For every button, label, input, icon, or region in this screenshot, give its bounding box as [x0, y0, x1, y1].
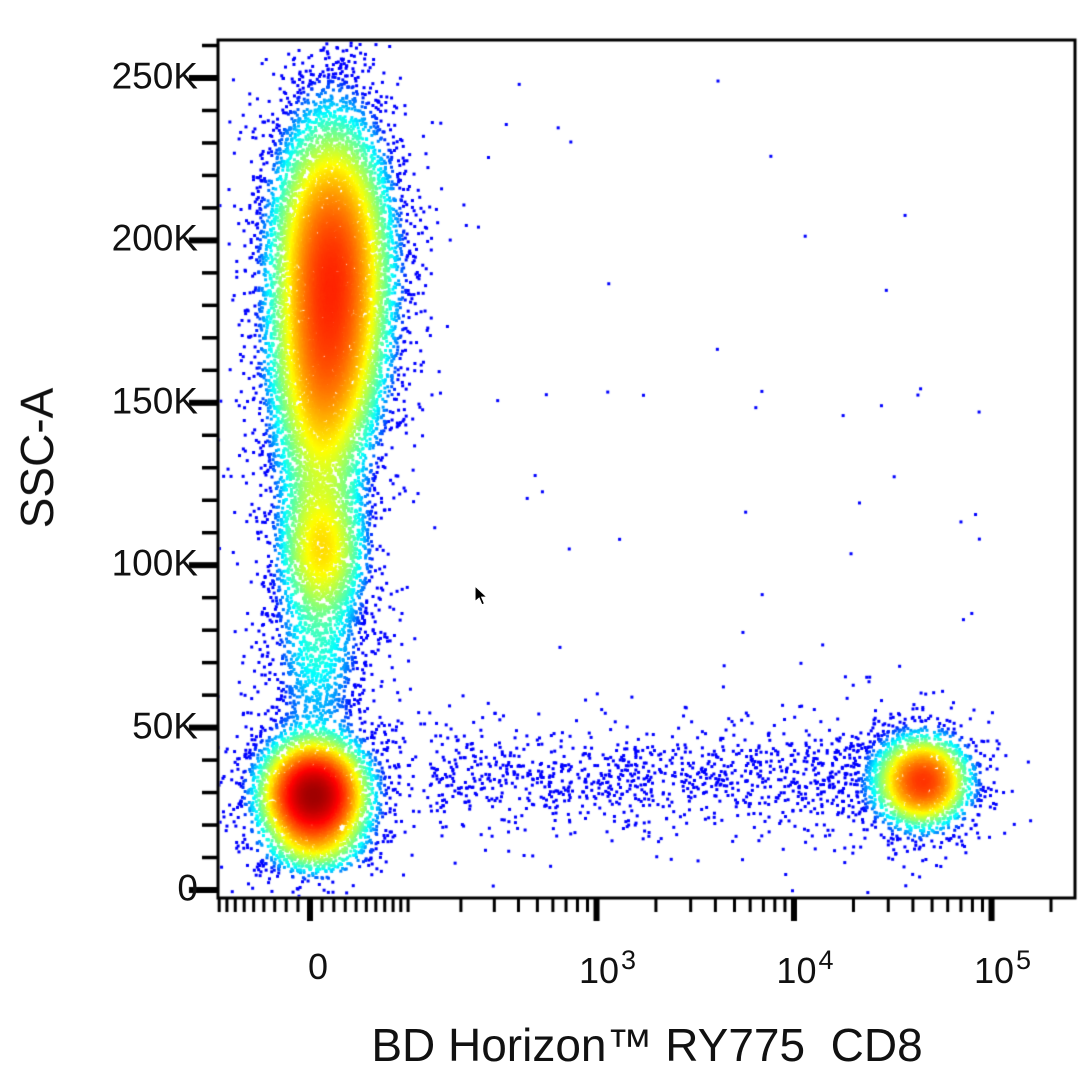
y-tick-label: 50K — [132, 704, 198, 746]
x-tick-label: 105 — [973, 945, 1032, 991]
x-tick-label: 103 — [578, 945, 637, 991]
y-tick-label: 200K — [111, 217, 198, 259]
y-tick-label: 250K — [111, 55, 198, 97]
x-tick-label: 104 — [776, 945, 834, 991]
y-tick-label: 100K — [111, 542, 198, 584]
x-tick-label: 0 — [307, 946, 329, 987]
x-axis-title: BD Horizon™ RY775 CD8 — [371, 1019, 923, 1071]
y-tick-label: 0 — [177, 867, 198, 909]
y-tick-label: 150K — [111, 380, 198, 422]
